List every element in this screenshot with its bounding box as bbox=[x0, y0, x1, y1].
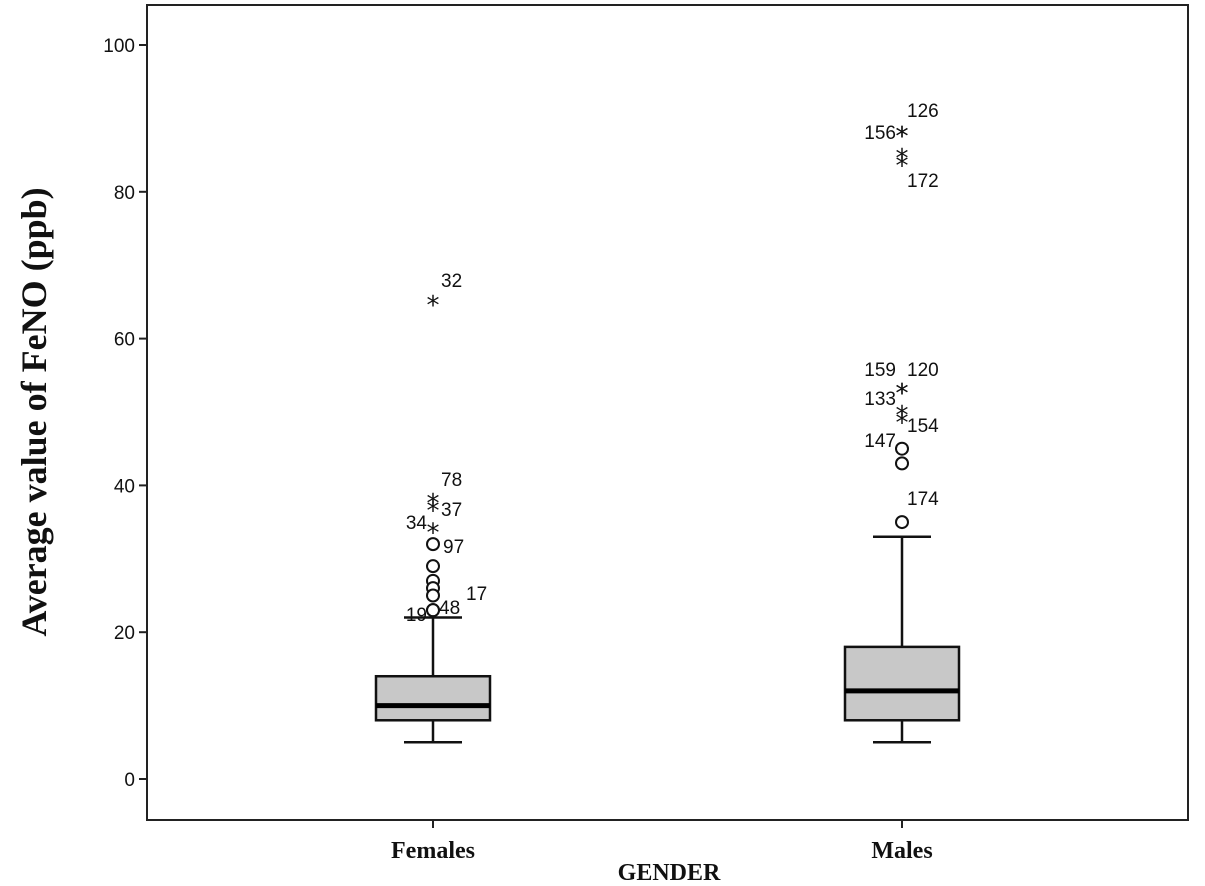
outlier-label: 17 bbox=[466, 584, 487, 605]
outlier-point bbox=[426, 603, 440, 618]
outlier-label: 154 bbox=[907, 416, 939, 437]
iqr-box bbox=[374, 674, 492, 722]
outlier-label: 174 bbox=[907, 489, 939, 510]
outlier-point bbox=[895, 441, 909, 456]
outlier-label: 32 bbox=[441, 271, 462, 292]
outlier-point bbox=[426, 588, 440, 603]
extreme-point: * bbox=[896, 122, 909, 152]
extreme-point: * bbox=[896, 144, 909, 174]
extreme-point: * bbox=[896, 379, 909, 409]
y-tick-label: 100 bbox=[103, 36, 135, 57]
plot-frame bbox=[146, 4, 1189, 821]
y-tick-label: 80 bbox=[114, 183, 135, 204]
outlier-label: 156 bbox=[864, 123, 896, 144]
y-tick-label: 40 bbox=[114, 476, 135, 497]
outlier-label: 159 bbox=[864, 360, 896, 381]
outlier-label: 97 bbox=[443, 537, 464, 558]
extreme-point: * bbox=[427, 496, 440, 526]
outlier-label: 120 bbox=[907, 360, 939, 381]
extreme-point: * bbox=[896, 401, 909, 431]
y-tick-label: 0 bbox=[124, 770, 135, 791]
outlier-label: 172 bbox=[907, 171, 939, 192]
outlier-point bbox=[895, 456, 909, 471]
outlier-label: 34 bbox=[406, 513, 428, 534]
outlier-label: 37 bbox=[441, 500, 462, 521]
plot-border bbox=[146, 4, 1189, 821]
outliers: ************3278373497174819126156172120… bbox=[406, 101, 939, 626]
outlier-label: 133 bbox=[864, 389, 896, 410]
outlier-label: 48 bbox=[439, 598, 460, 619]
y-tick-label: 60 bbox=[114, 330, 135, 351]
extreme-point: * bbox=[896, 379, 909, 409]
outlier-label: 147 bbox=[864, 431, 896, 452]
box-females bbox=[374, 616, 492, 744]
y-axis: 0 20 40 60 80 100 bbox=[103, 36, 147, 791]
y-axis-title: Average value of FeNO (ppb) bbox=[14, 187, 54, 636]
boxes bbox=[374, 535, 961, 744]
extreme-point: * bbox=[896, 408, 909, 438]
x-tick-label: Males bbox=[871, 838, 932, 864]
outlier-label: 78 bbox=[441, 470, 462, 491]
y-tick-label: 20 bbox=[114, 623, 135, 644]
outlier-label: 19 bbox=[406, 605, 427, 626]
extreme-point: * bbox=[896, 122, 909, 152]
box-males bbox=[843, 535, 961, 744]
extreme-point: * bbox=[427, 489, 440, 519]
extreme-point: * bbox=[427, 291, 440, 321]
extreme-point: * bbox=[896, 151, 909, 181]
outlier-label: 126 bbox=[907, 101, 939, 122]
outlier-point bbox=[895, 515, 909, 530]
iqr-box bbox=[843, 645, 961, 722]
x-axis: Females Males bbox=[391, 820, 933, 864]
outlier-point bbox=[426, 559, 440, 574]
x-tick-label: Females bbox=[391, 838, 475, 864]
x-axis-title: GENDER bbox=[618, 860, 721, 886]
outlier-point bbox=[426, 537, 440, 552]
